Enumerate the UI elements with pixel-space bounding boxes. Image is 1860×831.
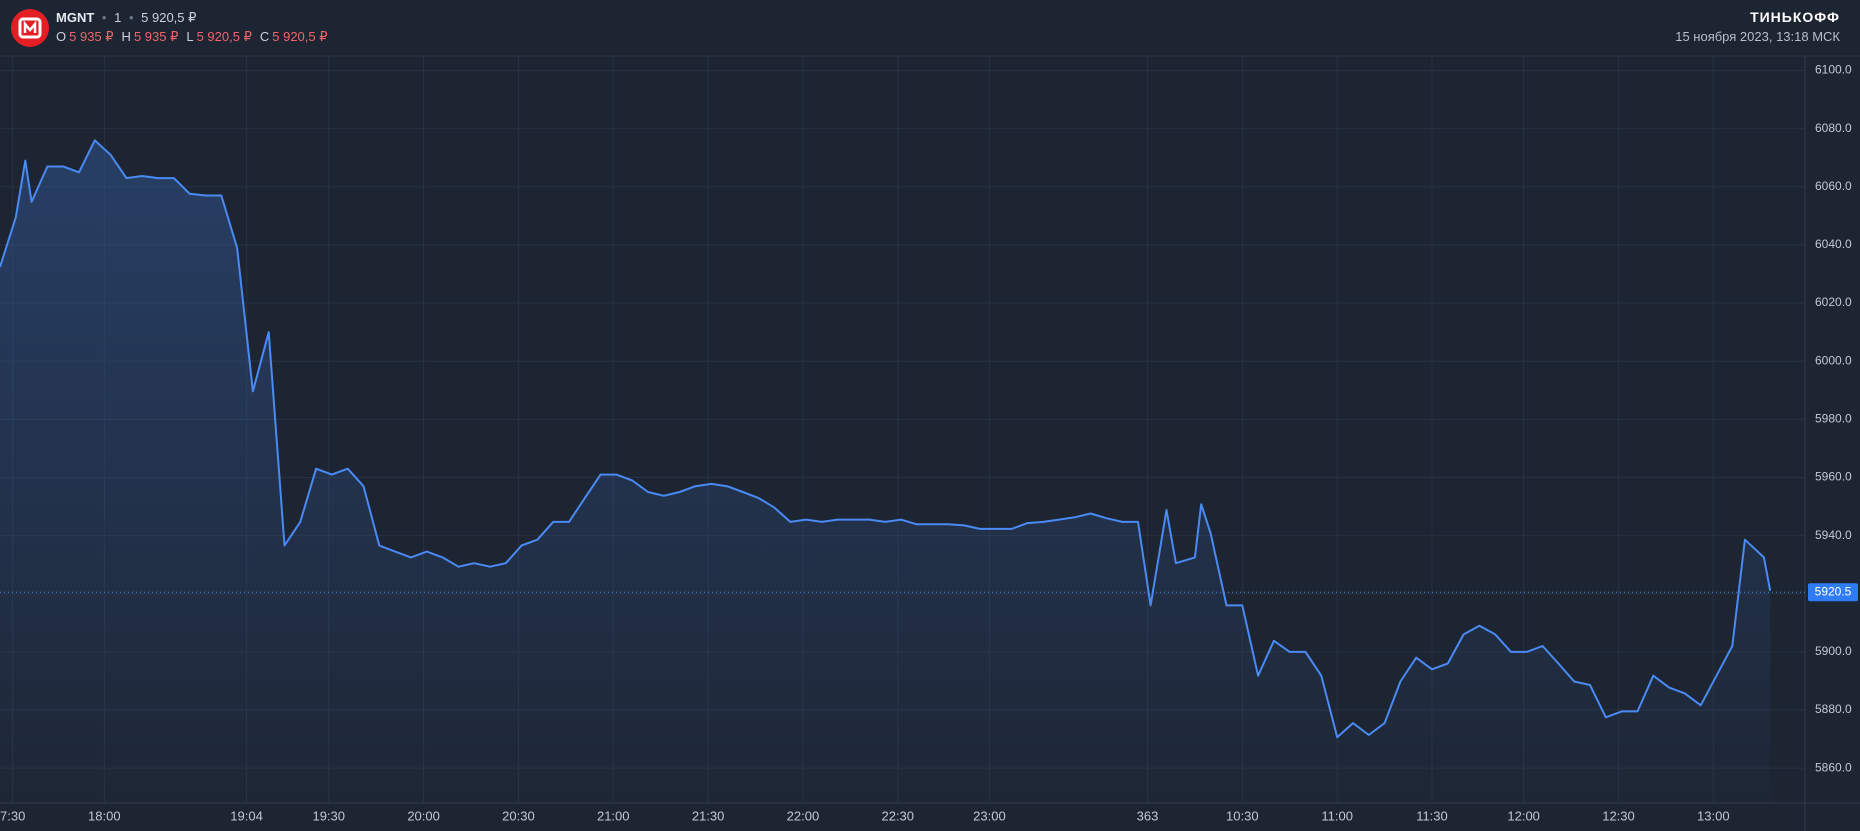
x-tick-label: 11:30 <box>1416 808 1448 823</box>
x-tick-label: 21:00 <box>597 808 630 823</box>
ohlc-key: L <box>186 29 194 44</box>
y-tick-label: 6000.0 <box>1815 353 1852 367</box>
x-tick-label: 12:30 <box>1602 808 1635 823</box>
ohlc-value: 5 920,5 ₽ <box>196 29 252 44</box>
y-tick-label: 5880.0 <box>1815 702 1852 716</box>
last-price-box <box>1808 583 1858 602</box>
y-tick-label: 5860.0 <box>1815 760 1852 774</box>
area-fill <box>0 140 1771 804</box>
x-tick-label: 7:30 <box>0 808 25 823</box>
datetime: 15 ноября 2023, 13:18 МСК <box>1675 29 1840 44</box>
ohlc-key: H <box>121 29 131 44</box>
x-tick-label: 20:30 <box>502 808 535 823</box>
x-tick-label: 18:00 <box>88 808 121 823</box>
x-tick-label: 19:30 <box>312 808 345 823</box>
x-tick-label: 10:30 <box>1226 808 1259 823</box>
last-price-label: 5920.5 <box>1815 584 1852 598</box>
ohlc-value: 5 935 ₽ <box>69 29 114 44</box>
x-tick-label: 21:30 <box>692 808 725 823</box>
ohlc-value: 5 920,5 ₽ <box>272 29 328 44</box>
ticker: MGNT <box>56 10 95 25</box>
x-tick-label: 22:00 <box>787 808 820 823</box>
y-tick-label: 6060.0 <box>1815 179 1852 193</box>
x-tick-label: 13:00 <box>1697 808 1730 823</box>
x-tick-label: 19:04 <box>230 808 263 823</box>
x-tick-label: 20:00 <box>407 808 440 823</box>
symbol-row: MGNT • 1 • 5 920,5 ₽ <box>56 10 197 25</box>
interval: 1 <box>114 10 122 25</box>
y-tick-label: 5900.0 <box>1815 644 1852 658</box>
y-tick-label: 5940.0 <box>1815 528 1852 542</box>
y-tick-label: 5960.0 <box>1815 470 1852 484</box>
y-tick-label: 6100.0 <box>1815 63 1852 77</box>
price: 5 920,5 ₽ <box>141 10 197 25</box>
y-tick-label: 5980.0 <box>1815 411 1852 425</box>
x-tick-label: 12:00 <box>1507 808 1540 823</box>
x-tick-label: 23:00 <box>973 808 1006 823</box>
ohlc-value: 5 935 ₽ <box>133 29 179 44</box>
logo <box>11 9 49 47</box>
y-tick-label: 6040.0 <box>1815 237 1852 251</box>
ohlc-key: C <box>259 29 270 44</box>
y-tick-label: 6080.0 <box>1815 121 1852 135</box>
y-tick-label: 6020.0 <box>1815 295 1852 309</box>
ohlc-key: O <box>56 29 67 44</box>
x-tick-label: 11:00 <box>1321 808 1353 823</box>
price-line <box>0 139 1772 739</box>
x-tick-label: 363 <box>1137 808 1159 823</box>
brand: ТИНЬКОФФ <box>1750 9 1840 25</box>
x-tick-label: 22:30 <box>881 808 914 823</box>
